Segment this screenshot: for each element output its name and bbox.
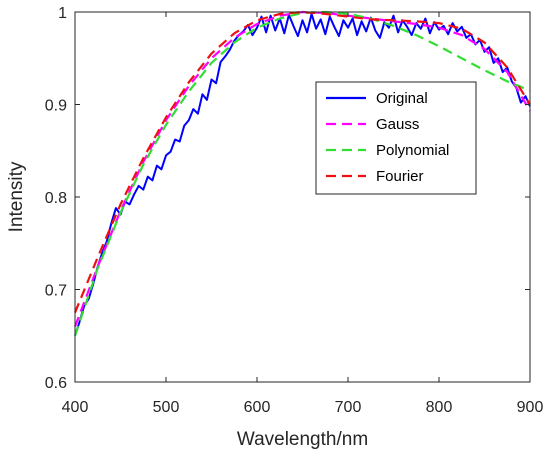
series-line-fourier bbox=[73, 10, 531, 314]
legend: Original Gauss Polynomial Fourier bbox=[315, 81, 477, 195]
legend-label-polynomial: Polynomial bbox=[376, 142, 449, 159]
x-tick-label: 500 bbox=[153, 399, 180, 416]
x-tick-label: 400 bbox=[62, 399, 89, 416]
x-axis: 400 500 600 700 800 900 bbox=[62, 12, 544, 416]
x-axis-label: Wavelength/nm bbox=[237, 429, 368, 450]
y-tick-label: 0.8 bbox=[45, 190, 67, 207]
legend-label-fourier: Fourier bbox=[376, 168, 424, 185]
y-axis: 0.6 0.7 0.8 0.9 1 bbox=[45, 5, 530, 392]
y-tick-label: 0.6 bbox=[45, 375, 67, 392]
y-tick-label: 0.9 bbox=[45, 98, 67, 115]
x-tick-label: 700 bbox=[335, 399, 362, 416]
series-line-polynomial bbox=[73, 10, 531, 337]
x-tick-label: 900 bbox=[517, 399, 544, 416]
legend-box bbox=[315, 81, 477, 195]
y-tick-label: 1 bbox=[58, 5, 67, 22]
legend-label-original: Original bbox=[376, 90, 428, 107]
x-tick-label: 600 bbox=[244, 399, 271, 416]
y-tick-label: 0.7 bbox=[45, 283, 67, 300]
y-axis-label: Intensity bbox=[6, 161, 27, 232]
legend-label-gauss: Gauss bbox=[376, 116, 419, 133]
x-tick-label: 800 bbox=[426, 399, 453, 416]
